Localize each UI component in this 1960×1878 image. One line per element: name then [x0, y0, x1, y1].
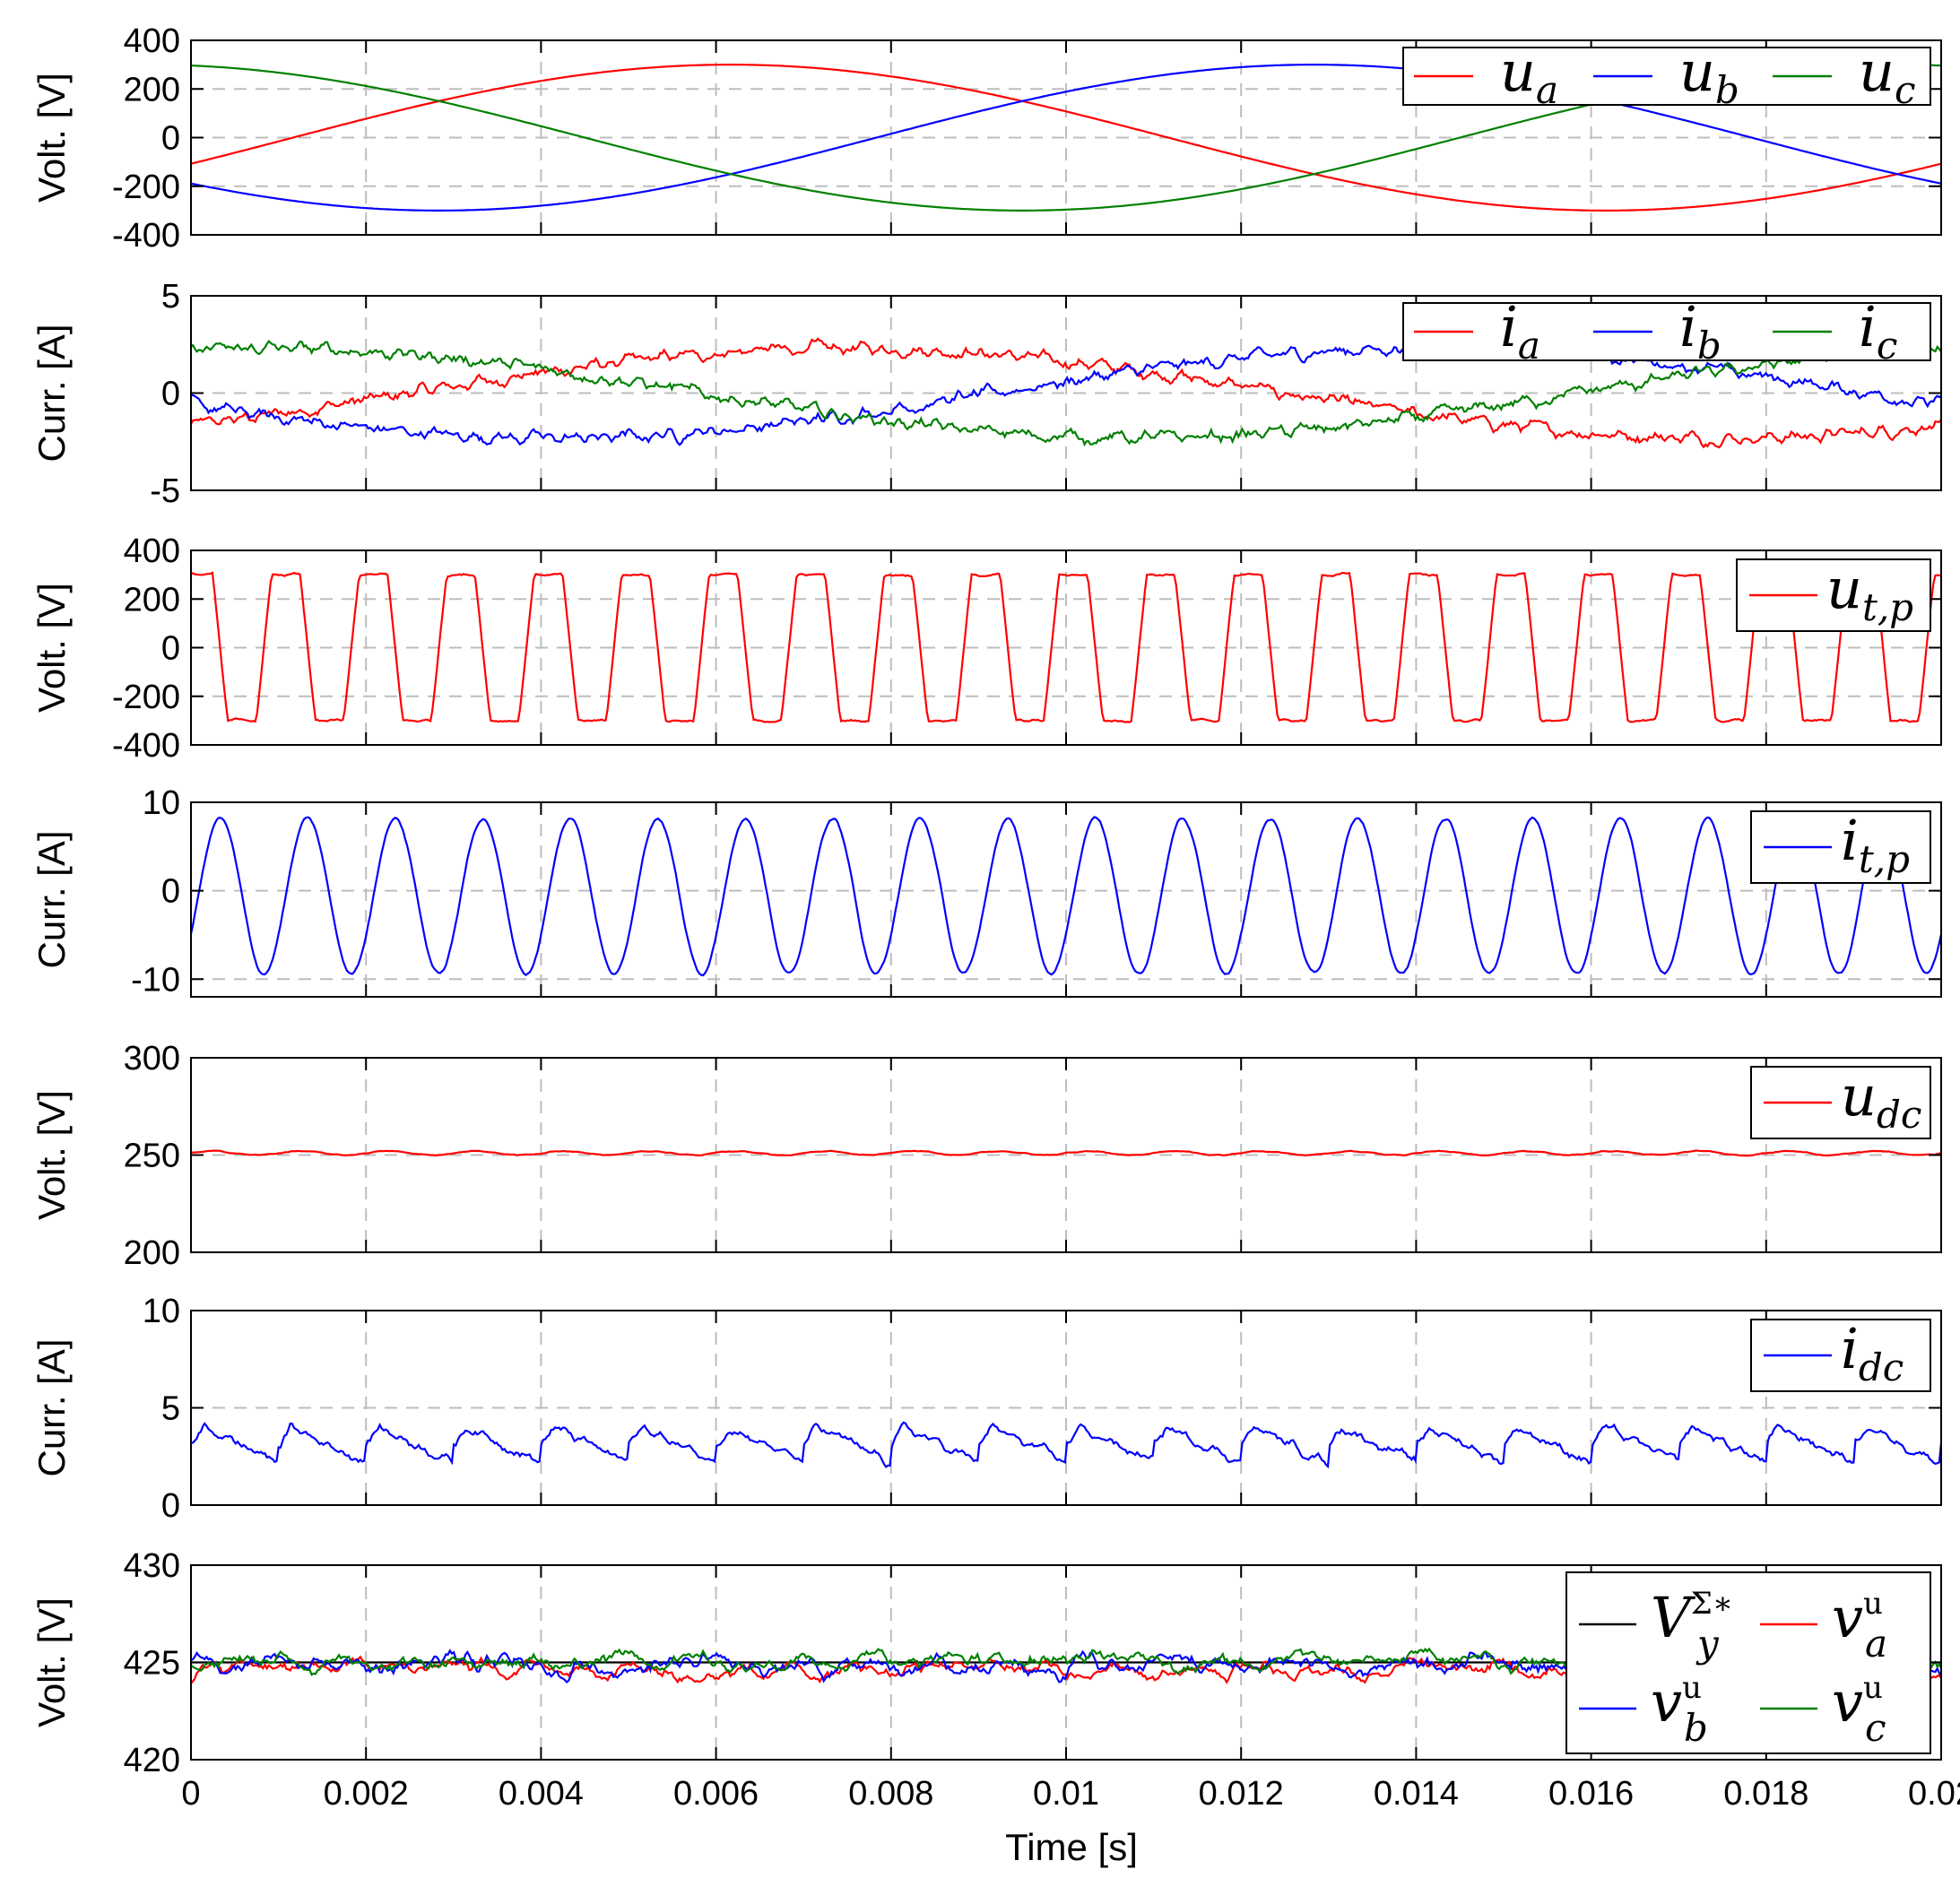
series-line-2-3: [191, 339, 1941, 447]
legend-6: idc: [1750, 1316, 1931, 1392]
y-tick-label: -200: [112, 169, 180, 206]
y-tick-label: 200: [124, 71, 180, 108]
legend-label-2-1: ia: [1500, 294, 1540, 368]
y-tick-label: 0: [161, 376, 180, 413]
x-tick-label: 0.008: [848, 1775, 933, 1813]
y-axis-label-4: Curr. [A]: [30, 830, 73, 968]
legend-7: VΣ∗ y vu a vu b vu c: [1565, 1571, 1931, 1754]
y-tick-label: 400: [124, 22, 180, 60]
y-tick-label: 5: [161, 278, 180, 316]
x-tick-label: 0.01: [1033, 1775, 1099, 1813]
y-tick-label: 5: [161, 1390, 180, 1428]
y-tick-label: 10: [143, 784, 180, 822]
x-tick-label: 0.004: [499, 1775, 584, 1813]
legend-label-1-3: uc: [1859, 39, 1915, 112]
y-tick-label: 0: [161, 120, 180, 158]
x-tick-label: 0.014: [1374, 1775, 1459, 1813]
x-tick-label: 0.006: [673, 1775, 759, 1813]
legend-label-3-1: ut,p: [1826, 556, 1913, 629]
series-line-5-1: [191, 1149, 1941, 1157]
y-axis-label-3: Volt. [V]: [30, 583, 73, 713]
legend-label-7-3: vu b: [1651, 1669, 1708, 1750]
y-tick-label: -400: [112, 217, 180, 255]
legend-1: ua ub uc: [1402, 39, 1931, 112]
y-tick-label: 200: [124, 1234, 180, 1272]
series-line-3-1: [191, 571, 1941, 723]
y-axis-label-1: Volt. [V]: [30, 73, 73, 203]
y-axis-label-7: Volt. [V]: [30, 1597, 73, 1727]
grid-lines: [191, 1058, 1941, 1252]
legend-box: [1402, 302, 1931, 361]
y-tick-label: 0: [161, 873, 180, 911]
x-tick-label: 0.012: [1199, 1775, 1284, 1813]
legend-label-4-1: it,p: [1841, 808, 1910, 881]
y-tick-label: -5: [150, 472, 180, 510]
subplot-6: 10 5 0 Curr. [A] idc: [30, 1293, 1942, 1525]
legend-2: ia ib ic: [1402, 294, 1931, 368]
legend-label-5-1: udc: [1841, 1063, 1921, 1137]
subplot-7: 430 425 420 Volt. [V] VΣ∗ y vu a vu b vu c 0 0.002 0.0…: [30, 1547, 1960, 1813]
y-axis-label-2: Curr. [A]: [30, 324, 73, 462]
legend-3: ut,p: [1736, 556, 1931, 632]
series-line-2-1: [191, 337, 1941, 449]
y-tick-label: -10: [131, 961, 180, 999]
legend-label-7-4: vu c: [1832, 1669, 1886, 1750]
subplot-5: 300 250 200 Volt. [V] udc: [30, 1040, 1942, 1272]
y-axis-label-5: Volt. [V]: [30, 1090, 73, 1220]
subplot-3: 400 200 0 -200 -400 Volt. [V] ut,p: [30, 532, 1942, 765]
legend-label-6-1: idc: [1841, 1316, 1904, 1389]
x-tick-label: 0.016: [1548, 1775, 1634, 1813]
y-tick-label: 300: [124, 1040, 180, 1077]
subplot-4: 10 0 -10 Curr. [A] it,p: [30, 784, 1942, 999]
legend-box: [1565, 1571, 1931, 1754]
y-tick-label: 0: [161, 1487, 180, 1525]
grid-lines: [191, 802, 1941, 997]
y-tick-label: -200: [112, 679, 180, 716]
subplots: 400 200 0 -200 -400 Volt. [V] ua ub uc 5 0 -5 Curr. …: [30, 22, 1960, 1813]
legend-label-2-3: ic: [1859, 294, 1897, 368]
legend-label-7-2: vu a: [1832, 1585, 1887, 1666]
y-axis-label-6: Curr. [A]: [30, 1338, 73, 1476]
legend-label-1-1: ua: [1500, 39, 1558, 112]
legend-label-2-2: ib: [1679, 294, 1722, 368]
y-tick-label: 430: [124, 1547, 180, 1585]
series-line-1-1: [191, 64, 1941, 212]
x-axis-label: Time [s]: [1005, 1826, 1138, 1868]
legend-label-7-1: VΣ∗ y: [1651, 1585, 1733, 1666]
x-tick-label: 0.018: [1723, 1775, 1808, 1813]
y-tick-label: 420: [124, 1742, 180, 1779]
y-tick-label: 400: [124, 532, 180, 570]
x-tick-label: 0.002: [324, 1775, 409, 1813]
legend-4: it,p: [1750, 808, 1931, 884]
subplot-1: 400 200 0 -200 -400 Volt. [V] ua ub uc: [30, 22, 1942, 255]
series-line-4-1: [191, 816, 1941, 977]
y-tick-label: 425: [124, 1645, 180, 1683]
y-tick-label: -400: [112, 727, 180, 765]
legend-label-1-2: ub: [1679, 39, 1739, 112]
series-line-6-1: [191, 1421, 1941, 1469]
legend-5: udc: [1750, 1063, 1931, 1139]
subplot-2: 5 0 -5 Curr. [A] ia ib ic: [30, 278, 1942, 510]
y-tick-label: 0: [161, 630, 180, 668]
y-tick-label: 200: [124, 581, 180, 619]
x-tick-label: 0.02: [1908, 1775, 1960, 1813]
legend-box: [1402, 47, 1931, 106]
y-tick-label: 250: [124, 1138, 180, 1175]
y-tick-label: 10: [143, 1293, 180, 1330]
series-line-1-2: [191, 64, 1941, 212]
x-tick-label: 0: [181, 1775, 200, 1813]
